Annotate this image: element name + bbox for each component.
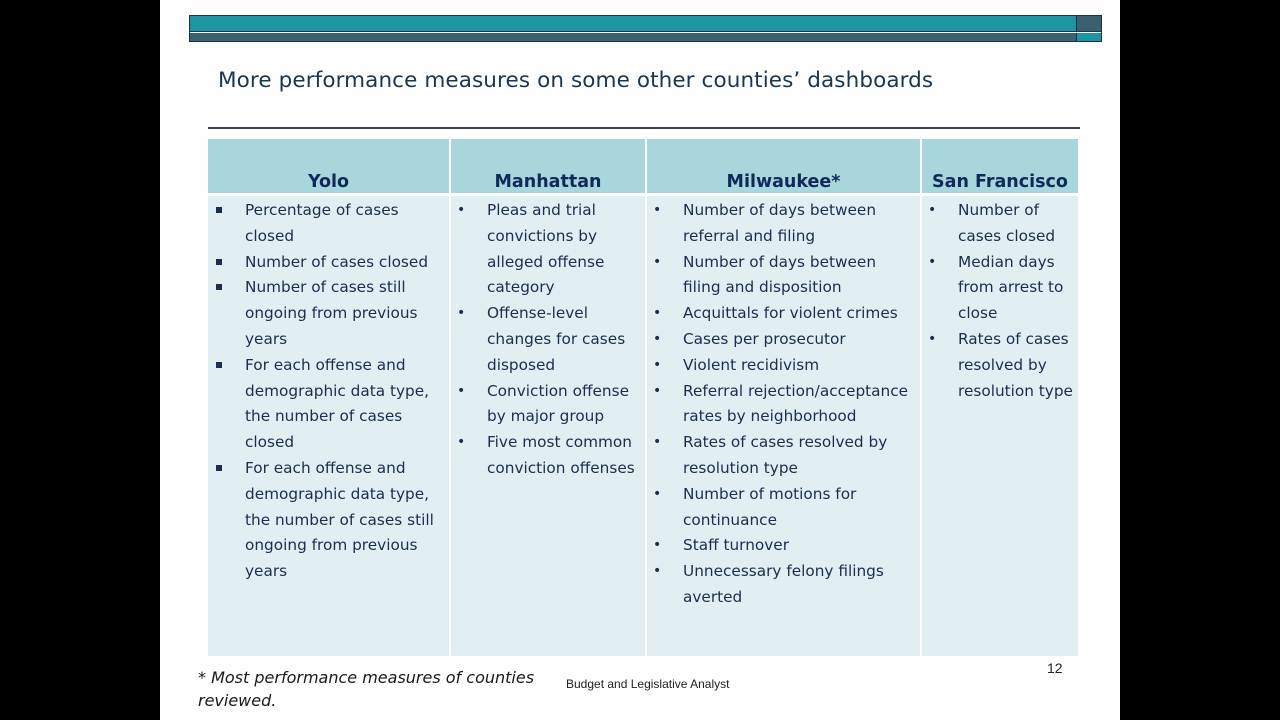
list-item: Number of cases closed (216, 250, 441, 276)
column-header: Milwaukee* (647, 139, 920, 193)
bullet-icon: • (457, 434, 466, 451)
bullet-icon: • (653, 382, 662, 399)
list-item: • Pleas and trial convictions by alleged … (457, 198, 639, 301)
list-item: • Violent recidivism (653, 353, 914, 379)
list-item: • Number of cases closed (928, 198, 1074, 250)
square-bullet-icon (216, 361, 222, 368)
column-header-label: Manhattan (494, 172, 602, 192)
list-item: • Offense-level changes for cases dispose… (457, 301, 639, 378)
column-manhattan: Manhattan • Pleas and trial convictions b… (451, 139, 645, 656)
organization-label: Budget and Legislative Analyst (566, 677, 730, 691)
column-header: Manhattan (451, 139, 645, 193)
list-item: For each offense and demographic data ty… (216, 456, 441, 585)
column-san-francisco: San Francisco • Number of cases closed • M… (922, 139, 1078, 656)
square-bullet-icon (216, 207, 222, 213)
slide: More performance measures on some other … (160, 0, 1120, 720)
square-bullet-icon (216, 464, 222, 471)
square-bullet-icon (216, 284, 222, 291)
list-item: • Rates of cases resolved by resolution t… (928, 327, 1074, 404)
bullet-icon: • (928, 202, 937, 218)
column-milwaukee: Milwaukee* • Number of days between refer… (647, 139, 920, 656)
list-item: Percentage of cases closed (216, 198, 441, 250)
bullet-icon: • (928, 330, 937, 347)
column-body: • Number of days between referral and fil… (647, 196, 920, 656)
page-number: 12 (1047, 660, 1063, 676)
list-item: • Staff turnover (653, 533, 914, 559)
bullet-icon: • (457, 305, 466, 322)
bullet-icon: • (653, 485, 662, 502)
footnote: * Most performance measures of counties … (198, 668, 535, 710)
bullet-icon: • (457, 382, 466, 399)
list-item: • Number of days between referral and fil… (653, 198, 914, 250)
bullet-icon: • (653, 434, 662, 451)
bullet-icon: • (653, 330, 662, 347)
list-item: • Unnecessary felony filings averted (653, 559, 914, 611)
column-header: Yolo (208, 139, 449, 193)
bullet-icon: • (653, 356, 662, 373)
column-body: Percentage of cases closed Number of cas… (208, 196, 449, 656)
list-item: • Referral rejection/acceptance rates by … (653, 379, 914, 431)
banner-stripe-top (190, 16, 1101, 32)
list-item: For each offense and demographic data ty… (216, 353, 441, 456)
bullet-icon: • (928, 253, 937, 270)
list-item: • Conviction offense by major group (457, 379, 639, 431)
list-item: • Acquittals for violent crimes (653, 301, 914, 327)
banner-accent-square-top (1076, 16, 1101, 31)
column-body: • Number of cases closed • Median days fro… (922, 196, 1078, 656)
county-measures-table: Yolo Percentage of cases closed Number o… (208, 139, 1080, 656)
bullet-icon: • (653, 305, 662, 322)
list-item: • Number of days between filing and dispo… (653, 250, 914, 302)
bullet-icon: • (653, 253, 662, 270)
square-bullet-icon (216, 258, 222, 265)
list-item: • Rates of cases resolved by resolution t… (653, 430, 914, 482)
column-yolo: Yolo Percentage of cases closed Number o… (208, 139, 449, 656)
banner-stripe-bottom (190, 32, 1101, 41)
header-banner (189, 15, 1102, 42)
bullet-icon: • (653, 202, 662, 218)
column-header: San Francisco (922, 139, 1078, 193)
bullet-icon: • (653, 563, 662, 580)
bullet-icon: • (457, 202, 466, 218)
list-item: • Number of motions for continuance (653, 482, 914, 534)
title-divider (208, 127, 1080, 129)
list-item: • Cases per prosecutor (653, 327, 914, 353)
bullet-icon: • (653, 537, 662, 554)
banner-accent-square-bottom (1076, 32, 1101, 41)
column-header-label: Milwaukee* (726, 172, 841, 192)
column-header-label: Yolo (307, 172, 350, 192)
column-header-label: San Francisco (932, 172, 1068, 192)
slide-title: More performance measures on some other … (218, 68, 934, 93)
list-item: • Median days from arrest to close (928, 250, 1074, 327)
column-body: • Pleas and trial convictions by alleged … (451, 196, 645, 656)
list-item: • Five most common conviction offenses (457, 430, 639, 482)
list-item: Number of cases still ongoing from previ… (216, 275, 441, 352)
